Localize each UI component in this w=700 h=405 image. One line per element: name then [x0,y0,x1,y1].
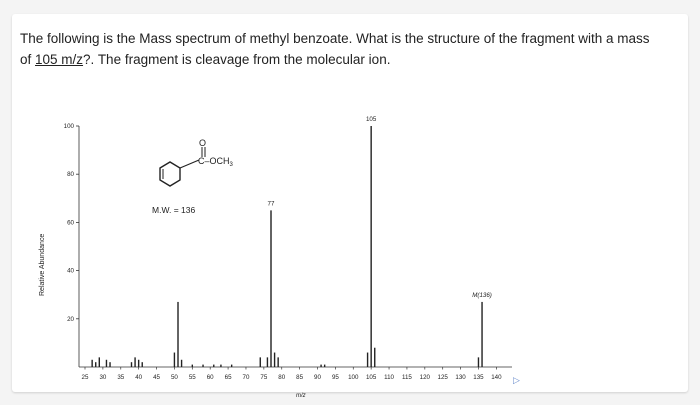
peak-label-136: M(136) [472,292,492,299]
x-tick-label: 100 [348,374,359,381]
question-card [12,14,688,392]
x-tick-label: 90 [314,374,321,381]
question-line-2-post: ?. The fragment is cleavage from the mol… [83,52,391,67]
y-axis-label: Relative Abundance [39,234,46,296]
y-tick-label: 20 [67,316,74,323]
x-tick-label: 55 [189,374,196,381]
x-tick-label: 40 [135,374,142,381]
question-line-1: The following is the Mass spectrum of me… [20,31,650,46]
benzene-ring [159,161,181,187]
ester-group-subscript: 3 [230,162,234,168]
x-tick-label: 75 [260,374,267,381]
y-tick-label: 80 [67,171,74,178]
question-line-2: of 105 m/z?. The fragment is cleavage fr… [20,49,670,70]
x-tick-label: 115 [402,374,412,381]
x-tick-label: 45 [153,374,160,381]
x-tick-label: 70 [243,374,250,381]
x-tick-label: 30 [99,374,106,381]
question-text: The following is the Mass spectrum of me… [20,28,670,70]
y-tick-label: 40 [67,268,74,275]
methyl-benzoate-structure: O C–OCH3 M.W. = 136 [152,138,234,215]
x-tick-label: 110 [384,374,394,381]
x-tick-label: 85 [296,374,303,381]
question-line-2-pre: of [20,52,36,67]
x-tick-label: 105 [366,374,377,381]
mass-highlight: 105 m/z [35,52,84,67]
ester-group: C–OCH3 [198,156,234,168]
y-tick-label: 100 [64,123,75,130]
x-tick-label: 125 [438,374,449,381]
x-tick-label: 50 [171,374,178,381]
x-axis-label: m/z [296,393,306,399]
x-axis-end-icon: ▷ [513,375,520,385]
ring-to-carbonyl-bond [179,159,200,169]
ester-group-text: C–OCH [198,156,230,166]
x-tick-label: 140 [491,374,502,381]
x-tick-label: 60 [207,374,214,381]
x-tick-label: 95 [332,374,339,381]
x-tick-label: 80 [278,374,285,381]
peak-label-77: 77 [268,200,275,207]
peak-label-105: 105 [366,116,377,123]
x-tick-label: 135 [473,374,484,381]
x-tick-label: 35 [117,374,124,381]
x-tick-label: 120 [420,374,431,381]
carbonyl-oxygen: O [199,138,206,148]
x-tick-label: 65 [225,374,232,381]
y-tick-label: 60 [67,219,74,226]
x-tick-label: 25 [82,374,89,381]
x-tick-label: 130 [455,374,466,381]
molecular-weight-label: M.W. = 136 [152,205,195,215]
